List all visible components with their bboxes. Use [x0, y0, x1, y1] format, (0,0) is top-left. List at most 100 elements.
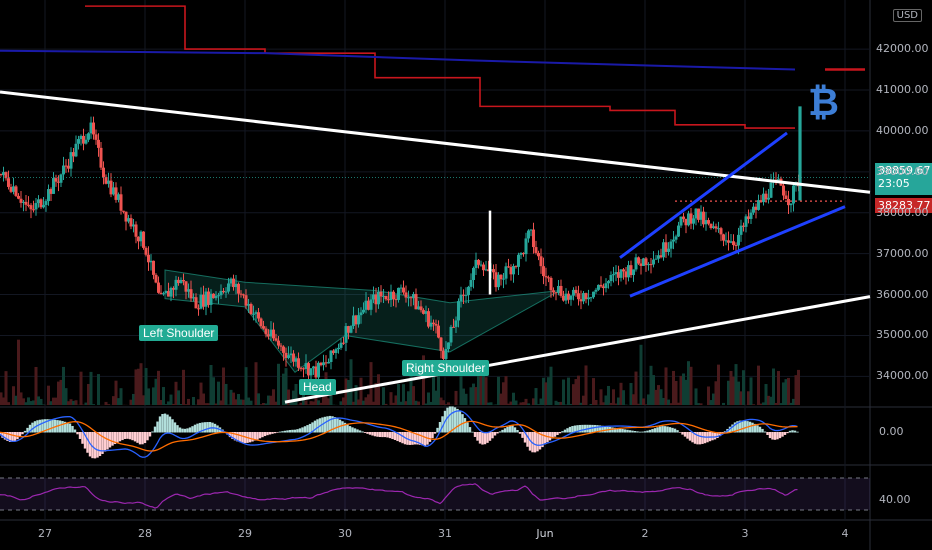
- volume-bar: [469, 387, 473, 405]
- volume-bar: [567, 377, 570, 405]
- volume-bar: [747, 391, 750, 405]
- volume-bar: [52, 397, 55, 405]
- time-tick-label: 27: [38, 527, 52, 540]
- candle-body: [419, 306, 423, 311]
- candle-body: [4, 172, 8, 179]
- macd-histogram-bar: [301, 427, 304, 433]
- volume-bar: [312, 401, 315, 405]
- volume-bar: [477, 368, 480, 405]
- macd-histogram-bar: [361, 431, 364, 433]
- volume-bar: [27, 397, 30, 405]
- volume-bar: [694, 388, 698, 405]
- volume-bar: [314, 394, 318, 405]
- candle-body: [572, 289, 575, 296]
- macd-histogram-bar: [21, 432, 24, 435]
- time-tick-label: 4: [841, 527, 849, 540]
- macd-histogram-bar: [358, 430, 362, 433]
- volume-bar: [219, 400, 223, 405]
- candle-body: [569, 295, 573, 300]
- volume-bar: [42, 404, 45, 405]
- candle-body: [472, 267, 475, 281]
- candle-body: [442, 350, 445, 359]
- volume-bar: [632, 394, 635, 405]
- macd-histogram-bar: [751, 422, 754, 433]
- volume-bar: [262, 403, 265, 405]
- volume-bar: [257, 393, 260, 405]
- volume-bar: [264, 403, 268, 405]
- candle-body: [62, 165, 65, 175]
- candle-body: [632, 269, 635, 276]
- currency-badge[interactable]: USD: [892, 9, 922, 22]
- candle-body: [404, 292, 408, 298]
- volume-bar: [589, 403, 593, 405]
- volume-bar: [757, 365, 760, 405]
- macd-histogram-bar: [498, 431, 502, 433]
- macd-histogram-bar: [448, 406, 452, 433]
- macd-histogram-bar: [251, 432, 254, 442]
- volume-bar: [299, 402, 303, 405]
- volume-bar: [307, 404, 310, 405]
- macd-histogram-bar: [491, 432, 494, 439]
- macd-histogram-bar: [198, 422, 202, 433]
- volume-bar: [309, 401, 313, 405]
- volume-bar: [684, 379, 688, 405]
- macd-histogram-bar: [288, 430, 292, 433]
- candle-body: [382, 295, 385, 297]
- volume-bar: [202, 393, 205, 405]
- volume-bar: [554, 400, 558, 405]
- volume-bar: [707, 386, 710, 405]
- trendline-0: [0, 90, 871, 194]
- macd-histogram-bar: [228, 432, 232, 438]
- volume-bar: [532, 398, 535, 405]
- candle-body: [474, 259, 478, 268]
- candle-body: [439, 337, 443, 351]
- candle-body: [324, 362, 328, 364]
- volume-bar: [7, 402, 10, 405]
- macd-histogram-bar: [268, 432, 272, 435]
- volume-bar: [659, 389, 663, 405]
- macd-histogram-bar: [603, 426, 607, 433]
- candle-body: [592, 291, 595, 298]
- candle-body: [334, 349, 338, 354]
- volume-bar: [712, 393, 715, 405]
- candle-body: [547, 277, 550, 279]
- volume-bar: [562, 379, 565, 405]
- candle-body: [92, 122, 95, 135]
- candle-body: [727, 240, 730, 243]
- volume-bar: [57, 381, 60, 405]
- volume-bar: [142, 395, 145, 405]
- candle-body: [577, 293, 580, 300]
- macd-histogram-bar: [591, 424, 594, 433]
- candle-body: [414, 293, 418, 310]
- candle-body: [464, 295, 468, 297]
- macd-histogram-bar: [681, 432, 684, 435]
- candle-body: [447, 342, 450, 350]
- price-tick-label: 37000.00: [876, 246, 929, 260]
- volume-bar: [584, 365, 588, 405]
- candle-body: [662, 242, 665, 258]
- blue-line: [0, 49, 796, 71]
- volume-bar: [19, 392, 23, 405]
- candle-body: [739, 225, 743, 235]
- macd-histogram-bar: [501, 429, 504, 433]
- candle-body: [14, 186, 18, 196]
- candle-body: [227, 283, 230, 292]
- macd-histogram-bar: [201, 422, 204, 433]
- candle-body: [0, 173, 3, 176]
- volume-bar: [522, 402, 525, 405]
- macd-histogram-bar: [373, 432, 377, 437]
- macd-histogram-bar: [158, 416, 162, 433]
- volume-bar: [432, 374, 435, 405]
- macd-histogram-bar: [633, 431, 637, 433]
- macd-histogram-bar: [453, 407, 457, 433]
- volume-bar: [369, 362, 373, 405]
- volume-bar: [234, 399, 238, 405]
- candle-body: [762, 193, 765, 203]
- volume-bar: [479, 371, 483, 405]
- volume-bar: [614, 403, 618, 405]
- candle-body: [524, 238, 528, 255]
- macd-histogram-bar: [658, 426, 662, 433]
- candle-body: [679, 216, 683, 226]
